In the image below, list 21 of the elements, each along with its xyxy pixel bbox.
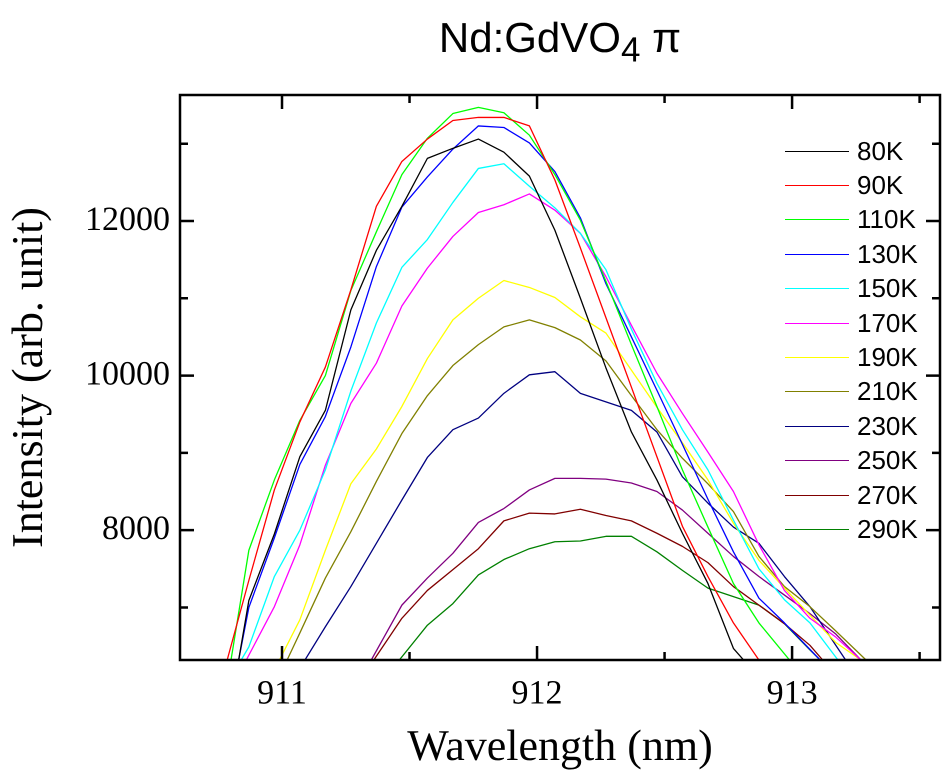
legend-label: 190K	[857, 342, 918, 374]
legend-label: 230K	[857, 410, 918, 442]
y-tick-label: 10000	[85, 355, 170, 392]
legend-label: 80K	[857, 136, 904, 167]
y-tick-label: 12000	[85, 200, 170, 238]
x-axis-title: Wavelength (nm)	[407, 721, 713, 770]
x-tick-label: 912	[512, 674, 563, 712]
legend-label: 210K	[857, 376, 918, 408]
chart-title: Nd:GdVO$_{4}$ π	[438, 13, 682, 72]
legend-label: 170K	[857, 308, 918, 339]
x-tick-label: 913	[766, 674, 818, 712]
legend-label: 150K	[857, 273, 918, 304]
y-tick-label: 8000	[102, 510, 170, 548]
legend-label: 130K	[857, 238, 918, 270]
legend-label: 90K	[857, 170, 904, 202]
x-tick-label: 911	[257, 674, 307, 712]
legend-label: 290K	[857, 514, 918, 545]
legend-label: 110K	[857, 204, 916, 236]
legend-label: 270K	[857, 480, 918, 511]
y-axis-title: Intensity (arb. unit)	[2, 207, 52, 548]
legend-label: 250K	[857, 445, 918, 476]
